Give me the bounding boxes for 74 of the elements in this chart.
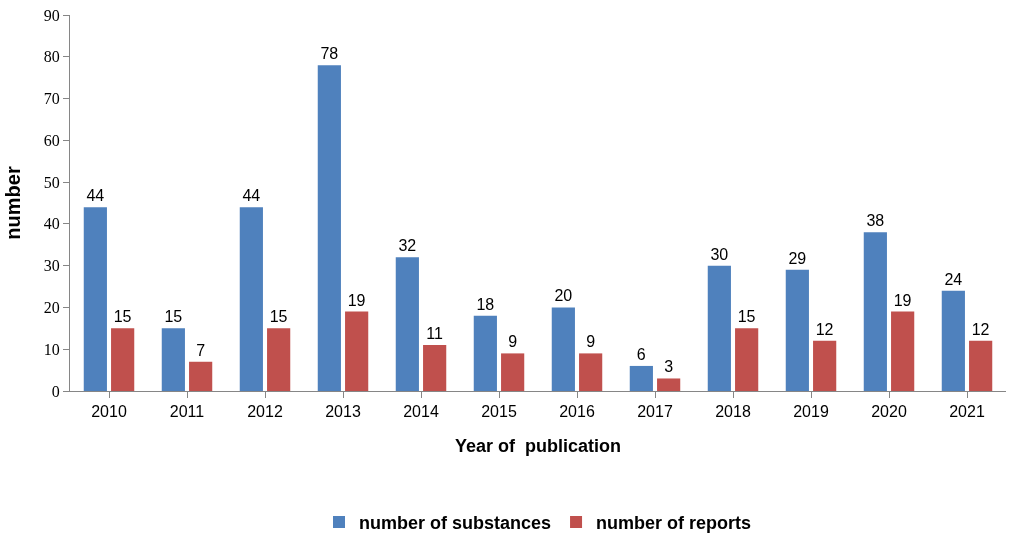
data-label: 44 xyxy=(86,187,105,205)
data-label: 7 xyxy=(196,341,206,359)
bar xyxy=(657,378,681,391)
data-label: 78 xyxy=(320,45,339,63)
bar xyxy=(317,65,341,391)
data-label: 30 xyxy=(710,245,729,263)
y-tick-label: 90 xyxy=(43,6,60,24)
x-tick-label: 2019 xyxy=(793,403,829,421)
legend-label: number of reports xyxy=(596,513,752,534)
bar xyxy=(161,328,185,391)
y-tick-label: 50 xyxy=(43,173,60,191)
y-tick-label: 70 xyxy=(43,90,60,108)
x-tick-label: 2014 xyxy=(403,403,439,421)
y-tick-label: 40 xyxy=(43,215,60,233)
data-label: 44 xyxy=(242,187,261,205)
bar xyxy=(239,207,263,391)
data-label: 24 xyxy=(944,270,963,288)
y-tick-label: 20 xyxy=(43,299,60,317)
data-label: 32 xyxy=(398,237,417,255)
y-tick-label: 60 xyxy=(43,131,60,149)
bar xyxy=(423,345,447,391)
legend-label: number of substances xyxy=(359,513,552,534)
bar xyxy=(629,365,653,391)
bar xyxy=(813,340,837,391)
x-tick-label: 2021 xyxy=(949,403,985,421)
bar xyxy=(863,232,887,391)
bar xyxy=(111,328,135,391)
bar xyxy=(345,311,369,391)
bar xyxy=(785,269,809,391)
bar xyxy=(941,290,965,391)
bar xyxy=(501,353,525,391)
data-label: 15 xyxy=(164,308,183,326)
bar xyxy=(579,353,603,391)
x-tick-label: 2011 xyxy=(169,403,205,421)
y-tick-label: 30 xyxy=(43,257,60,275)
x-tick-label: 2017 xyxy=(637,403,673,421)
data-label: 18 xyxy=(476,295,495,313)
data-label: 12 xyxy=(971,320,990,338)
data-label: 19 xyxy=(893,291,912,309)
x-tick-label: 2012 xyxy=(247,403,283,421)
x-tick-label: 2016 xyxy=(559,403,595,421)
bar xyxy=(735,328,759,391)
x-tick-label: 2015 xyxy=(481,403,517,421)
data-label: 3 xyxy=(664,358,674,376)
x-tick-label: 2010 xyxy=(91,403,127,421)
x-tick-label: 2018 xyxy=(715,403,751,421)
data-label: 9 xyxy=(508,333,518,351)
y-axis-title: number xyxy=(2,166,24,240)
bar xyxy=(707,265,731,391)
data-label: 15 xyxy=(113,308,132,326)
data-label: 29 xyxy=(788,249,807,267)
bar xyxy=(473,315,497,391)
bar xyxy=(83,207,107,391)
y-tick-label: 10 xyxy=(43,340,60,358)
data-label: 11 xyxy=(426,325,444,343)
data-label: 15 xyxy=(269,308,288,326)
bar xyxy=(969,340,993,391)
bar xyxy=(395,257,419,391)
data-label: 12 xyxy=(815,320,834,338)
y-tick-label: 0 xyxy=(51,382,60,400)
data-label: 9 xyxy=(586,333,596,351)
x-tick-label: 2013 xyxy=(325,403,361,421)
bar xyxy=(267,328,291,391)
bar xyxy=(891,311,915,391)
data-label: 20 xyxy=(554,287,573,305)
data-label: 19 xyxy=(347,291,366,309)
data-label: 15 xyxy=(737,308,756,326)
x-axis-title: Year of publication xyxy=(454,436,622,457)
bar xyxy=(189,361,213,391)
bar xyxy=(551,307,575,391)
y-tick-label: 80 xyxy=(43,48,60,66)
data-label: 6 xyxy=(636,345,646,363)
x-tick-label: 2020 xyxy=(871,403,907,421)
data-label: 38 xyxy=(866,212,885,230)
